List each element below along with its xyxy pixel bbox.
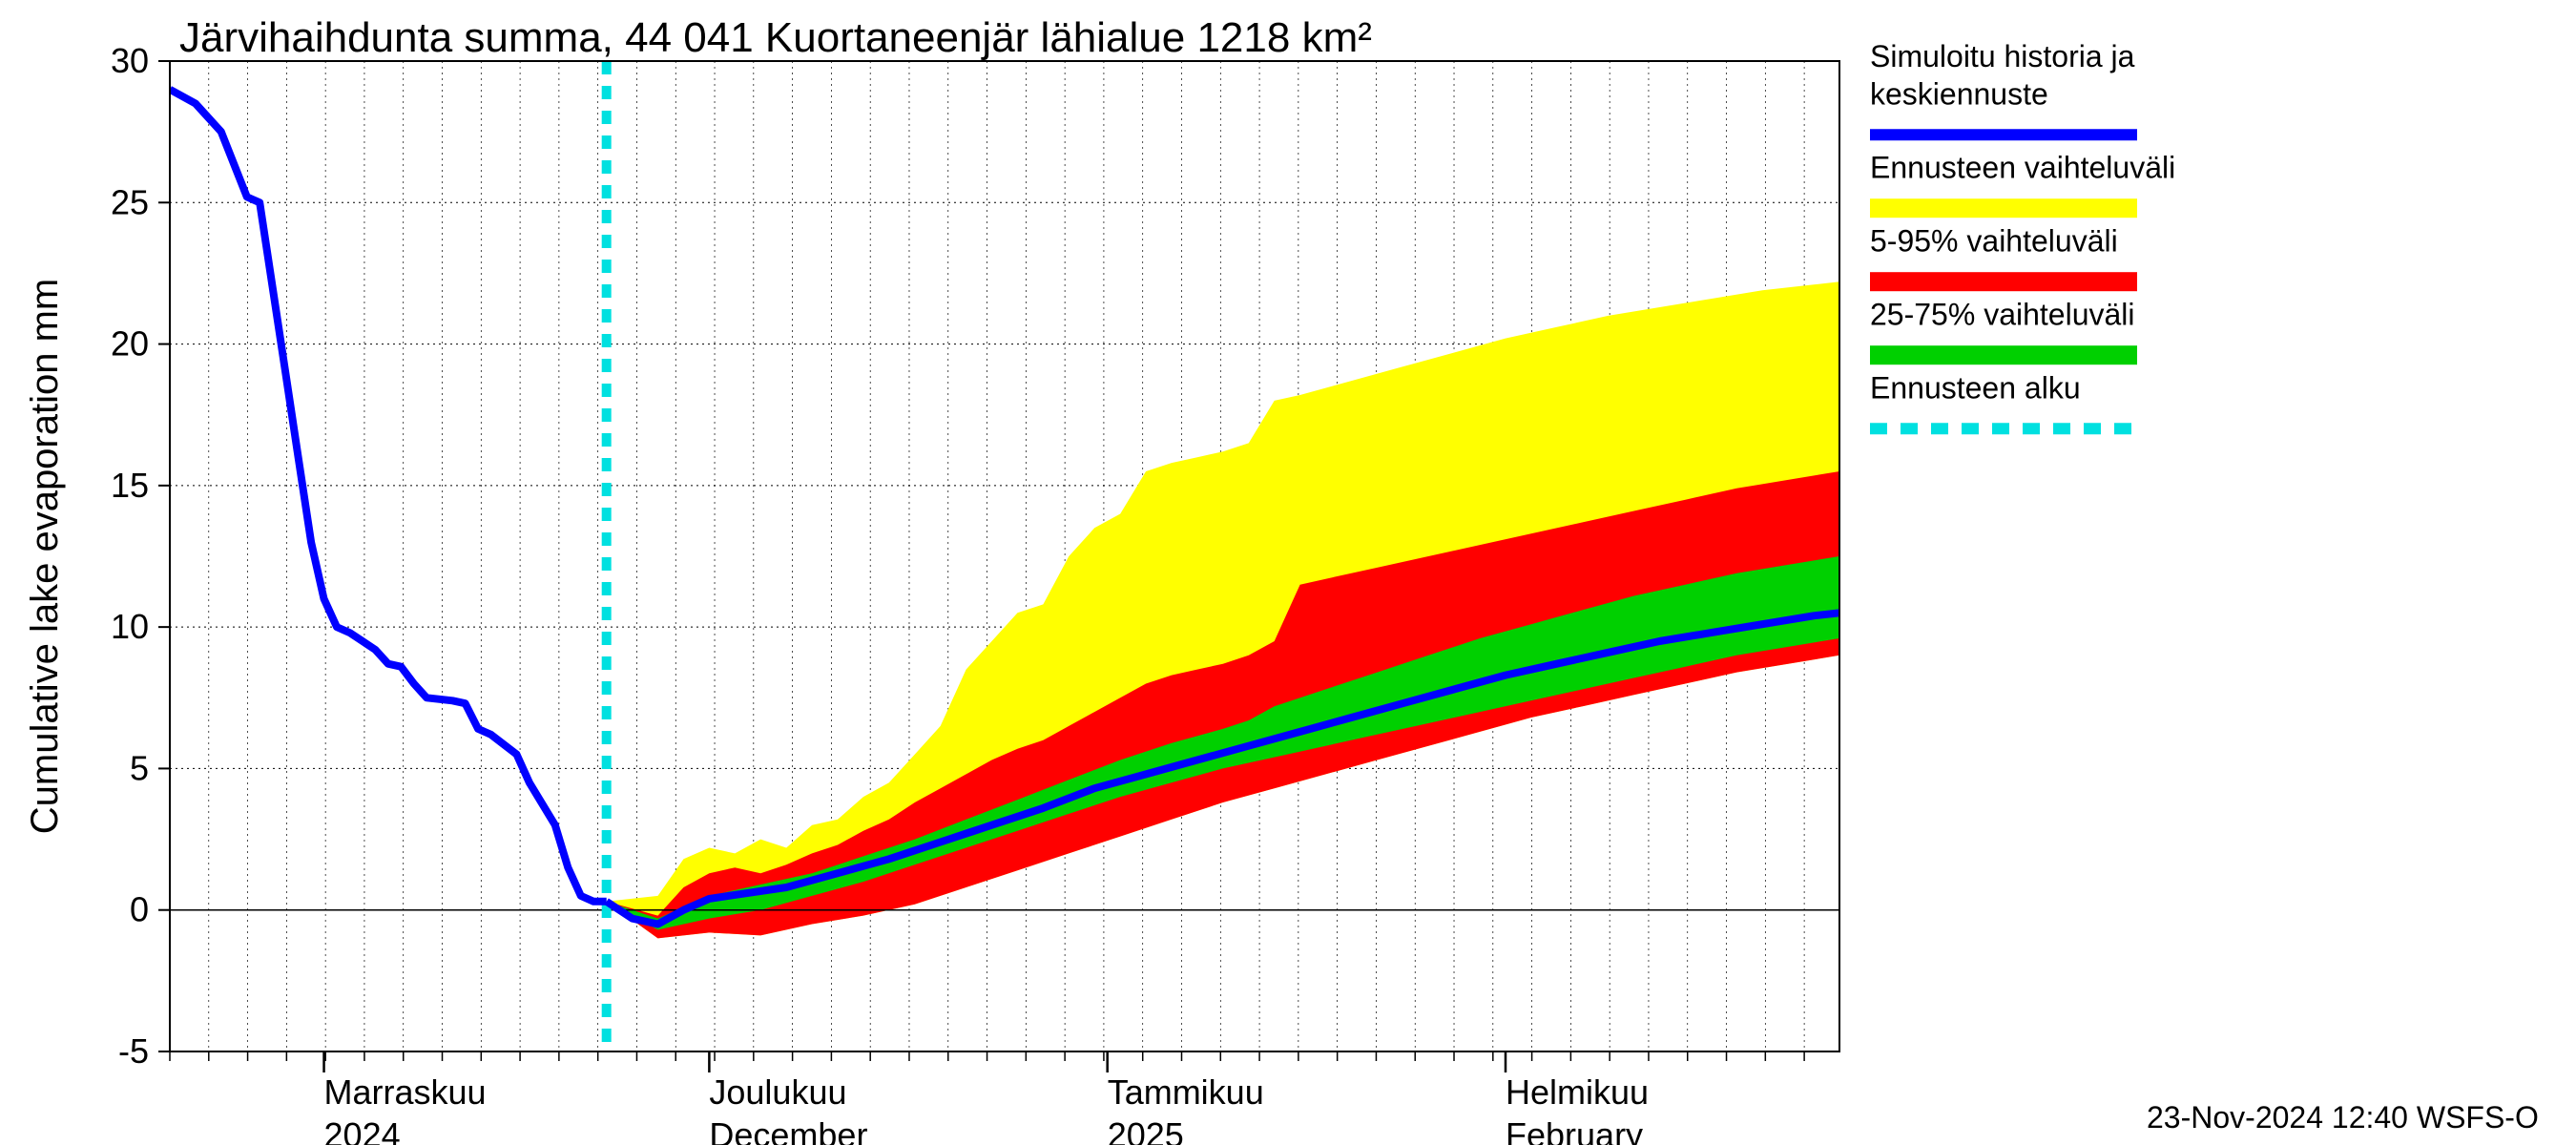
x-label-bottom: 2024 (324, 1115, 401, 1145)
legend-label: keskiennuste (1870, 77, 2048, 112)
chart-footer: 23-Nov-2024 12:40 WSFS-O (2147, 1100, 2539, 1135)
legend-swatch (1870, 345, 2137, 364)
legend-swatch (1870, 272, 2137, 291)
legend-swatch (1870, 198, 2137, 218)
legend-label: 5-95% vaihteluväli (1870, 224, 2118, 259)
x-label-top: Joulukuu (709, 1072, 846, 1112)
chart-container: -5051015202530Marraskuu2024JoulukuuDecem… (0, 0, 2576, 1145)
chart-title: Järvihaihdunta summa, 44 041 Kuortaneenj… (179, 14, 1372, 61)
x-label-top: Marraskuu (324, 1072, 487, 1112)
chart-svg: -5051015202530Marraskuu2024JoulukuuDecem… (0, 0, 2576, 1145)
y-tick-label: 5 (130, 748, 149, 787)
legend-label: Simuloitu historia ja (1870, 39, 2135, 73)
y-tick-label: 15 (111, 466, 149, 505)
y-axis-label: Cumulative lake evaporation mm (24, 279, 66, 834)
y-tick-label: 10 (111, 607, 149, 646)
y-tick-label: 25 (111, 182, 149, 221)
y-tick-label: 20 (111, 324, 149, 364)
legend-label: Ennusteen alku (1870, 371, 2081, 406)
x-label-top: Tammikuu (1108, 1072, 1264, 1112)
legend-label: Ennusteen vaihteluväli (1870, 151, 2175, 185)
x-label-bottom: December (709, 1115, 867, 1145)
x-label-bottom: 2025 (1108, 1115, 1184, 1145)
legend-label: 25-75% vaihteluväli (1870, 298, 2135, 332)
x-label-bottom: February (1506, 1115, 1643, 1145)
y-tick-label: -5 (118, 1031, 149, 1071)
y-tick-label: 30 (111, 41, 149, 80)
x-label-top: Helmikuu (1506, 1072, 1649, 1112)
y-tick-label: 0 (130, 890, 149, 929)
